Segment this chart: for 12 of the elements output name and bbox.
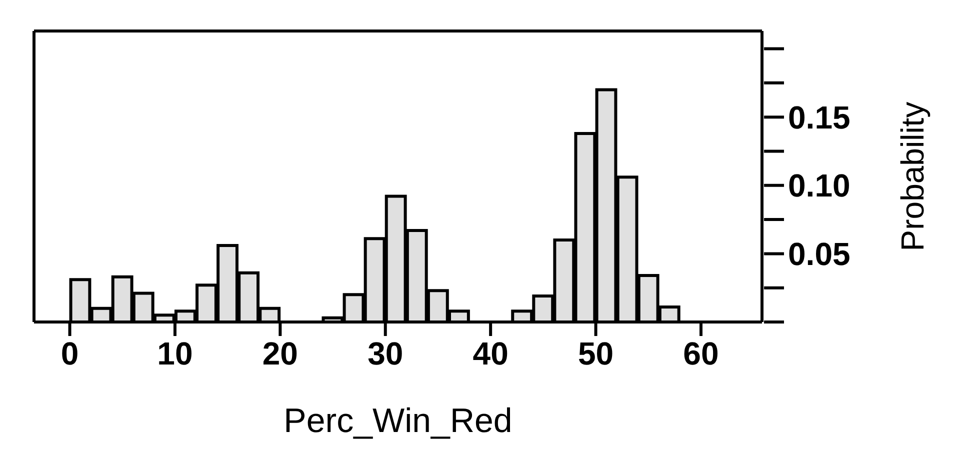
x-tick-label: 20 [262, 336, 298, 372]
x-axis-title: Perc_Win_Red [284, 402, 512, 440]
x-tick-label: 40 [472, 336, 508, 372]
x-tick-label: 50 [578, 336, 614, 372]
x-tick-label: 60 [683, 336, 719, 372]
y-axis-title: Probability [894, 102, 930, 252]
y-tick-label: 0.05 [788, 236, 850, 272]
x-tick-label: 30 [368, 336, 404, 372]
y-tick-label: 0.10 [788, 168, 850, 204]
x-tick-label: 0 [60, 336, 79, 372]
x-tick-label: 10 [157, 336, 193, 372]
y-tick-label: 0.15 [788, 99, 850, 136]
